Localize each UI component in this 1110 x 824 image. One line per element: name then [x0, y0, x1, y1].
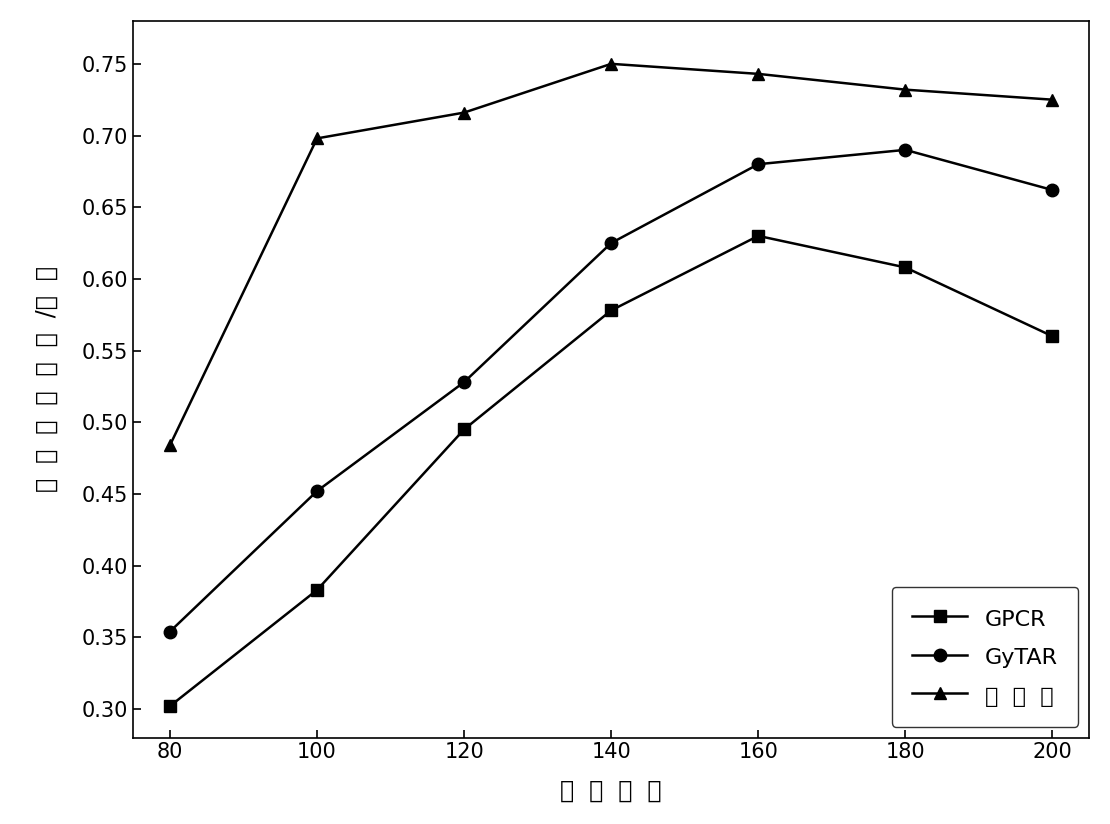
GPCR — [457, 424, 471, 434]
GPCR — [899, 263, 912, 273]
GPCR — [751, 231, 765, 241]
GyTAR — [457, 377, 471, 387]
GPCR — [605, 306, 618, 316]
Line: 本  发  明: 本 发 明 — [163, 58, 1059, 452]
Line: GPCR: GPCR — [163, 230, 1059, 713]
GPCR — [1046, 331, 1059, 341]
本  发  明 — [1046, 95, 1059, 105]
本  发  明 — [899, 85, 912, 95]
GyTAR — [605, 238, 618, 248]
本  发  明 — [751, 69, 765, 79]
Line: GyTAR: GyTAR — [163, 143, 1059, 638]
本  发  明 — [605, 59, 618, 68]
GyTAR — [751, 159, 765, 169]
本  发  明 — [163, 440, 176, 450]
GyTAR — [1046, 185, 1059, 195]
GyTAR — [163, 626, 176, 636]
GyTAR — [311, 486, 324, 496]
Legend: GPCR, GyTAR, 本  发  明: GPCR, GyTAR, 本 发 明 — [891, 587, 1078, 727]
GPCR — [311, 585, 324, 595]
本  发  明 — [311, 133, 324, 143]
GPCR — [163, 701, 176, 711]
GyTAR — [899, 145, 912, 155]
Text: 投  递  率  （  比  特  /秒  ）: 投 递 率 （ 比 特 /秒 ） — [36, 266, 59, 492]
X-axis label: 节  点  数  目: 节 点 数 目 — [561, 780, 662, 803]
本  发  明 — [457, 108, 471, 118]
